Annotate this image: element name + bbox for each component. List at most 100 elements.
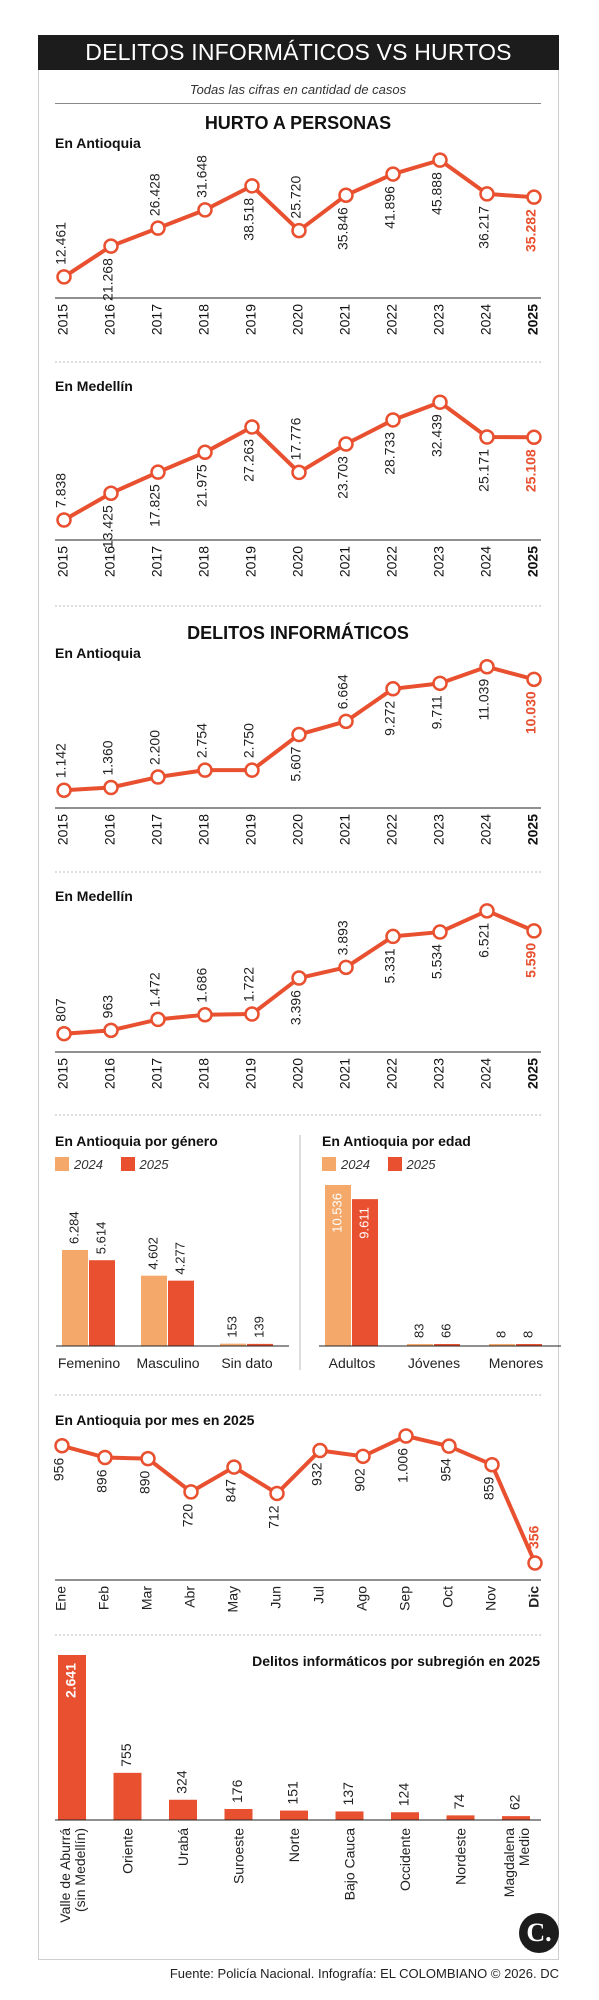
- data-label-2020: 25.720: [288, 176, 304, 219]
- data-label-Abr: 720: [180, 1504, 196, 1528]
- category-label-Menores: Menores: [489, 1355, 543, 1371]
- bar-Femenino-2024: [62, 1249, 88, 1346]
- x-tick-Mar: Mar: [139, 1586, 155, 1610]
- x-tick-2020: 2020: [290, 1058, 306, 1089]
- bar-Bajo Cauca: [335, 1811, 364, 1820]
- x-tick-2017: 2017: [149, 304, 165, 335]
- data-label-2017: 26.428: [147, 173, 163, 216]
- data-point-Abr: [183, 1484, 199, 1500]
- data-label-2016: 13.425: [100, 505, 116, 548]
- data-label-2016: 21.268: [100, 258, 116, 301]
- x-tick-2022: 2022: [384, 1058, 400, 1089]
- data-point-2019: [244, 419, 260, 435]
- category-label-part: Medio: [516, 1828, 532, 1866]
- data-label-Dic: 356: [526, 1525, 542, 1549]
- data-point-2023: [432, 924, 448, 940]
- data-point-2017: [150, 220, 166, 236]
- category-label-Urabá: Urabá: [175, 1828, 191, 1866]
- divider: [55, 103, 541, 104]
- legend-label-2024: 2024: [74, 1157, 103, 1172]
- data-point-2025: [526, 189, 542, 205]
- bar-Oriente: [113, 1772, 142, 1820]
- data-label-2023: 45.888: [429, 172, 445, 215]
- bar-label-Adultos-2025: 9.611: [356, 1207, 371, 1239]
- data-label-2018: 31.648: [194, 155, 210, 198]
- x-tick-2023: 2023: [431, 1058, 447, 1089]
- x-tick-2025: 2025: [525, 304, 541, 335]
- data-label-2015: 12.461: [53, 222, 69, 265]
- category-label-Femenino: Femenino: [58, 1355, 120, 1371]
- bar-label-Femenino-2024: 6.284: [66, 1211, 81, 1244]
- bar-label-Valle de Aburrá (sin Medellín): 2.641: [63, 1663, 79, 1698]
- bar-label-Femenino-2025: 5.614: [93, 1222, 108, 1255]
- x-tick-May: May: [225, 1586, 241, 1612]
- x-tick-2021: 2021: [337, 546, 353, 577]
- data-point-2019: [244, 178, 260, 194]
- category-label-Oriente: Oriente: [120, 1828, 136, 1874]
- bar-Occidente: [391, 1812, 419, 1820]
- x-tick-2019: 2019: [243, 304, 259, 335]
- data-label-2017: 2.200: [147, 730, 163, 765]
- category-label-Suroeste: Suroeste: [231, 1828, 247, 1884]
- data-point-2015: [56, 1025, 72, 1042]
- legend-genero: 2024 2025: [55, 1157, 168, 1172]
- legend-edad: 2024 2025: [322, 1157, 435, 1172]
- data-point-2023: [432, 152, 448, 168]
- bar-Suroeste: [224, 1809, 253, 1820]
- data-point-2016: [103, 485, 119, 501]
- series-line-mes: [61, 1434, 537, 1564]
- data-point-2024: [479, 903, 495, 919]
- x-tick-2024: 2024: [478, 546, 494, 577]
- data-point-2022: [385, 412, 401, 428]
- data-point-2016: [103, 238, 119, 254]
- data-point-2025: [526, 429, 542, 446]
- data-label-2017: 1.472: [147, 972, 163, 1007]
- x-tick-2016: 2016: [102, 304, 118, 335]
- data-point-Feb: [97, 1449, 113, 1466]
- data-label-2025: 10.030: [523, 691, 539, 734]
- data-label-2023: 5.534: [429, 944, 445, 979]
- x-tick-2019: 2019: [243, 814, 259, 845]
- data-label-Ago: 902: [352, 1468, 368, 1492]
- x-tick-Feb: Feb: [96, 1586, 112, 1610]
- data-label-2025: 25.108: [523, 449, 539, 492]
- data-label-May: 847: [223, 1479, 239, 1503]
- category-label-part: Suroeste: [231, 1828, 247, 1884]
- data-label-2020: 5.607: [288, 746, 304, 781]
- x-tick-2021: 2021: [337, 814, 353, 845]
- x-tick-2019: 2019: [243, 1058, 259, 1089]
- data-label-2016: 1.360: [100, 740, 116, 775]
- bar-label-Urabá: 324: [174, 1770, 190, 1794]
- x-tick-2015: 2015: [55, 1058, 71, 1089]
- data-label-2022: 41.896: [382, 186, 398, 229]
- data-label-2020: 17.776: [288, 417, 304, 460]
- bar-Sin dato-2024: [220, 1343, 246, 1346]
- x-tick-2020: 2020: [290, 304, 306, 335]
- data-label-2022: 28.733: [382, 432, 398, 475]
- x-tick-2023: 2023: [431, 814, 447, 845]
- bar-Sin dato-2025: [247, 1343, 273, 1346]
- category-label-Bajo Cauca: Bajo Cauca: [342, 1828, 358, 1901]
- category-label-Occidente: Occidente: [397, 1828, 413, 1891]
- data-point-2020: [291, 970, 307, 986]
- legend-label-2025: 2025: [406, 1157, 436, 1172]
- x-tick-2025: 2025: [525, 814, 541, 845]
- data-point-2018: [197, 444, 213, 461]
- data-point-2015: [56, 512, 72, 528]
- category-label-Sin dato: Sin dato: [221, 1355, 273, 1371]
- bar-Nordeste: [446, 1815, 475, 1820]
- bar-label-Sin dato-2025: 139: [251, 1316, 266, 1338]
- data-point-2022: [385, 166, 401, 182]
- data-label-2021: 35.846: [335, 207, 351, 250]
- data-point-May: [226, 1459, 242, 1475]
- data-label-2015: 1.142: [53, 743, 69, 778]
- el-colombiano-logo: C.: [519, 1913, 559, 1953]
- bar-label-Menores-2025: 8: [520, 1331, 535, 1338]
- legend-swatch-2025: [120, 1157, 135, 1171]
- category-label-Magdalena Medio: MagdalenaMedio: [501, 1828, 532, 1897]
- x-tick-2023: 2023: [431, 304, 447, 335]
- data-point-2015: [56, 782, 72, 798]
- chart-title-delitos-medellin: En Medellín: [55, 888, 133, 904]
- category-label-part: Bajo Cauca: [342, 1828, 358, 1901]
- x-tick-2023: 2023: [431, 546, 447, 577]
